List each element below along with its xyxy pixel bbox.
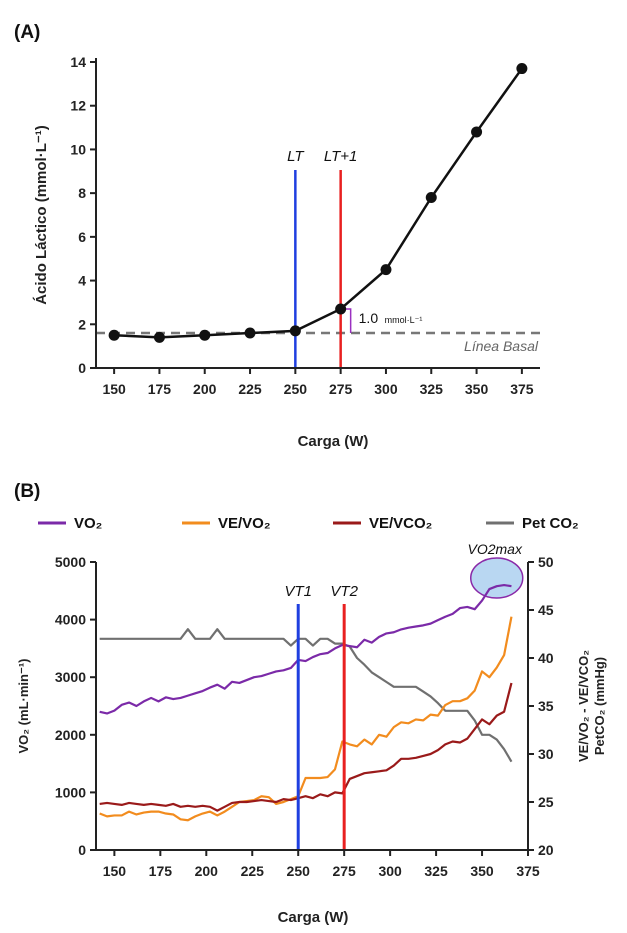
annotation-value: 1.0: [359, 310, 379, 326]
x-tick-label: 325: [424, 863, 448, 879]
right-y-tick-label: 50: [538, 554, 554, 570]
x-tick-label: 325: [420, 381, 444, 397]
legend-entry: VO₂: [74, 515, 102, 532]
threshold-label: LT: [287, 148, 305, 165]
lactate-point: [108, 329, 120, 341]
x-tick-label: 300: [378, 863, 402, 879]
lactate-point: [471, 126, 483, 138]
x-tick-label: 250: [287, 863, 311, 879]
x-tick-label: 375: [510, 381, 534, 397]
left-y-tick-label: 5000: [55, 554, 86, 570]
threshold-label: LT+1: [324, 148, 358, 165]
y-tick-label: 12: [70, 98, 86, 114]
lactate-point: [199, 329, 211, 341]
y-tick-label: 2: [78, 316, 86, 332]
panel-a-y-axis-title: Ácido Láctico (mmol·L⁻¹): [33, 125, 50, 305]
x-tick-label: 350: [470, 863, 494, 879]
lactate-point: [380, 264, 392, 276]
vo2max-label: VO2max: [468, 541, 523, 557]
x-tick-label: 175: [149, 863, 173, 879]
lactate-point: [425, 192, 437, 204]
panel-b-left-y-axis-title: VO₂ (mL·min⁻¹): [16, 659, 31, 754]
lactate-point: [244, 327, 256, 339]
right-y-tick-label: 30: [538, 746, 554, 762]
left-y-tick-label: 2000: [55, 727, 86, 743]
panel-b-chart: (B) VO₂ VE/VO₂ VE/VCO₂ Pet CO₂ VO2max VT1 VT2…: [14, 481, 607, 926]
panel-a-label: (A): [14, 22, 40, 43]
left-y-tick-label: 4000: [55, 612, 86, 628]
panel-a-y-axis: 0 2 4 6 8 10 12 14: [70, 54, 97, 376]
lactate-point: [153, 331, 165, 343]
panel-b-legend: VO₂ VE/VO₂ VE/VCO₂ Pet CO₂: [38, 515, 579, 532]
right-y-tick-label: 35: [538, 698, 554, 714]
panel-b-x-axis-title: Carga (W): [278, 909, 349, 926]
baseline-label: Línea Basal: [464, 338, 539, 354]
lactate-point: [289, 325, 301, 337]
x-tick-label: 225: [238, 381, 262, 397]
panel-b-right-y-axis-title-2: PetCO₂ (mmHg): [592, 657, 607, 755]
x-tick-label: 350: [465, 381, 489, 397]
x-tick-label: 375: [516, 863, 540, 879]
panel-a-chart: (A) Línea Basal LT LT+1 1.0 mmol·L⁻¹ 0 2 4 6 8 10…: [14, 22, 540, 450]
left-y-tick-label: 0: [78, 842, 86, 858]
right-y-tick-label: 45: [538, 602, 554, 618]
x-tick-label: 250: [284, 381, 308, 397]
vo2max-highlight: [469, 557, 524, 599]
y-tick-label: 14: [70, 54, 86, 70]
lactate-line: [114, 67, 523, 339]
x-tick-label: 150: [102, 381, 126, 397]
x-tick-label: 300: [374, 381, 398, 397]
panel-a-x-axis: 150 175 200 225 250 275 300 325 350 375: [96, 367, 540, 397]
right-y-tick-label: 40: [538, 650, 554, 666]
x-tick-label: 275: [329, 381, 353, 397]
y-tick-label: 10: [70, 141, 86, 157]
panel-b-right-y-axis: 20 25 30 35 40 45 50: [527, 554, 554, 858]
panel-b-plot-area: VO2max VT1 VT2: [99, 541, 524, 850]
x-tick-label: 200: [193, 381, 217, 397]
threshold-label: VT2: [330, 583, 358, 600]
legend-entry: Pet CO₂: [522, 515, 579, 532]
legend-entry: VE/VCO₂: [369, 515, 432, 532]
vo2-line: [99, 583, 512, 715]
y-tick-label: 4: [78, 273, 86, 289]
x-tick-label: 200: [195, 863, 219, 879]
right-y-tick-label: 25: [538, 794, 554, 810]
panel-a-x-axis-title: Carga (W): [298, 433, 369, 450]
ve-vo2-line: [99, 616, 513, 822]
annotation-unit: mmol·L⁻¹: [385, 315, 423, 325]
lactate-point: [335, 303, 347, 315]
threshold-label: VT1: [284, 583, 312, 600]
y-tick-label: 6: [78, 229, 86, 245]
panel-a-plot-area: Línea Basal LT LT+1 1.0 mmol·L⁻¹: [96, 63, 540, 368]
ve-vco2-line: [99, 682, 513, 812]
lactate-point: [516, 63, 528, 75]
panel-b-left-y-axis: 0 1000 2000 3000 4000 5000: [55, 554, 97, 858]
right-y-tick-label: 20: [538, 842, 554, 858]
panel-b-x-axis: 150 175 200 225 250 275 300 325 350 375: [96, 849, 540, 879]
legend-entry: VE/VO₂: [218, 515, 271, 532]
y-tick-label: 0: [78, 360, 86, 376]
x-tick-label: 275: [332, 863, 356, 879]
x-tick-label: 225: [241, 863, 265, 879]
left-y-tick-label: 3000: [55, 669, 86, 685]
y-tick-label: 8: [78, 185, 86, 201]
x-tick-label: 175: [148, 381, 172, 397]
panel-b-right-y-axis-title-1: VE/VO₂ - VE/VCO₂: [576, 650, 591, 762]
panel-b-label: (B): [14, 481, 40, 502]
left-y-tick-label: 1000: [55, 784, 86, 800]
x-tick-label: 150: [103, 863, 127, 879]
